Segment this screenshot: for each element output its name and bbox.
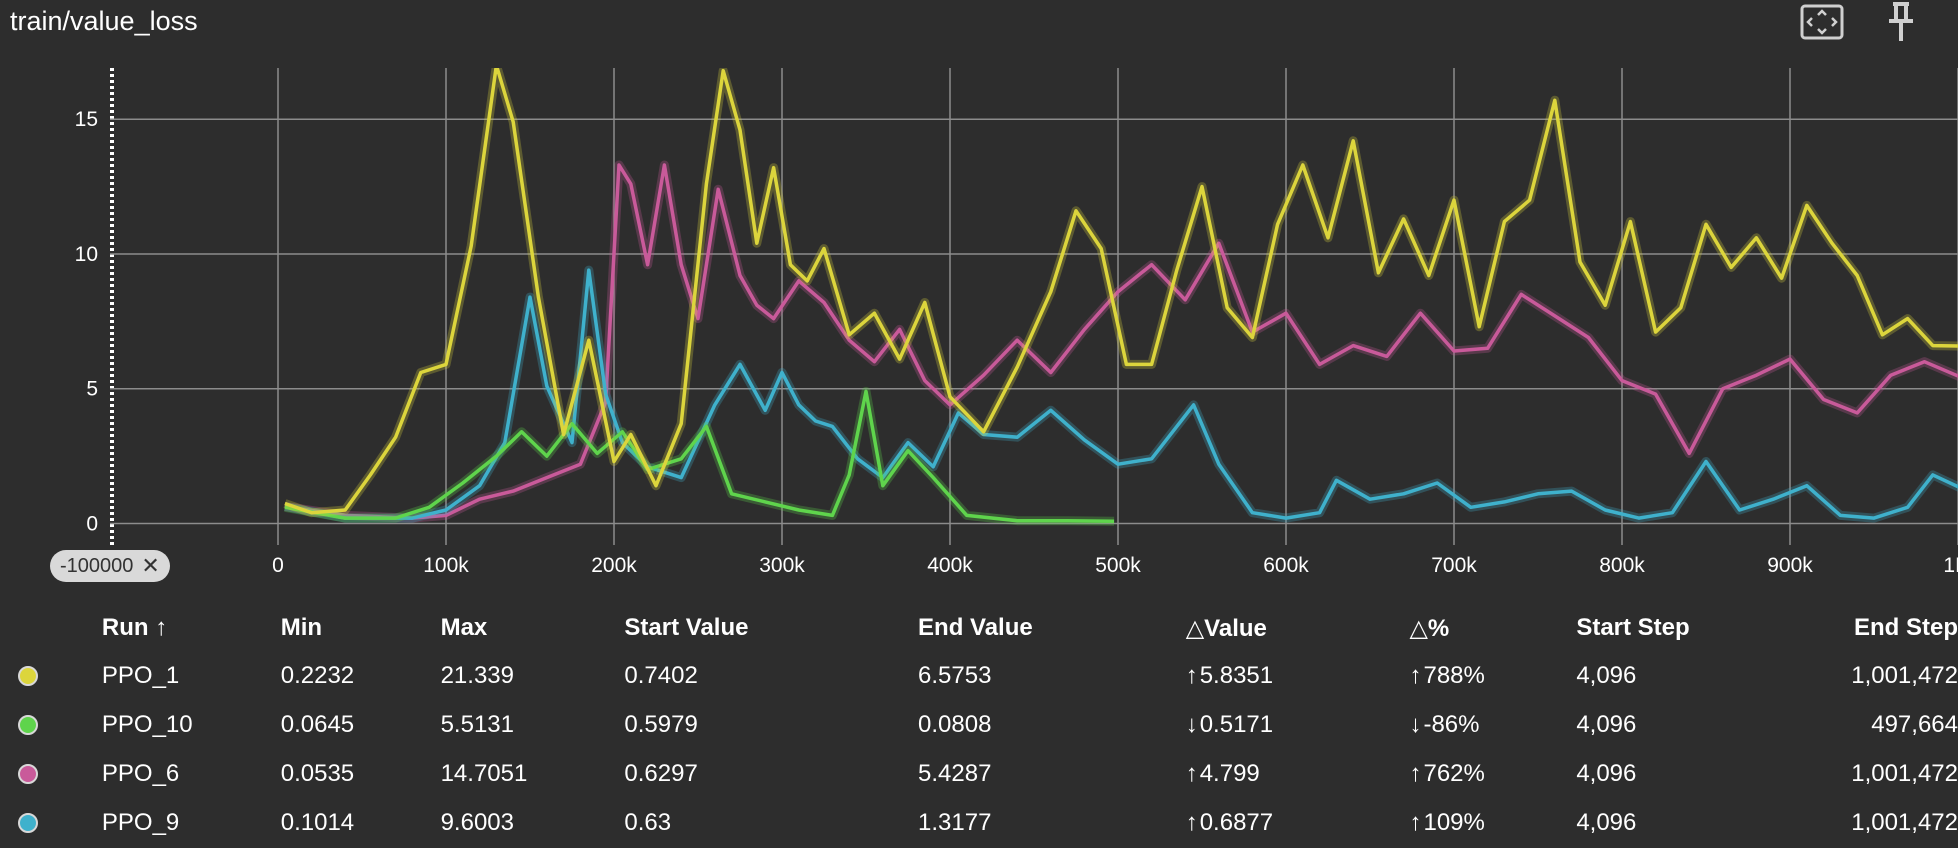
end-step: 1,001,472 bbox=[1851, 759, 1958, 787]
delta-percent: ↑762% bbox=[1409, 759, 1485, 787]
x-range-chip[interactable]: -100000 ✕ bbox=[50, 550, 170, 582]
x-range-chip-label: -100000 bbox=[60, 554, 134, 577]
run-header[interactable]: Run ↑ bbox=[101, 614, 168, 641]
run-name: PPO_10 bbox=[101, 710, 193, 738]
end-step: 1,001,472 bbox=[1851, 661, 1958, 689]
series-line-ppo-10[interactable] bbox=[284, 389, 1115, 524]
delta-value: ↓0.5171 bbox=[1185, 710, 1274, 738]
end-value-header[interactable]: End Value bbox=[918, 614, 1033, 641]
color-header bbox=[0, 605, 102, 651]
delta-percent-arrow-icon: ↑ bbox=[1409, 759, 1422, 787]
delta-arrow-icon: ↓ bbox=[1185, 710, 1198, 738]
table-row[interactable]: PPO_9 0.1014 9.6003 0.63 1.3177 ↑0.6877 … bbox=[0, 798, 1958, 847]
line-chart[interactable]: 0 100k 200k 300k 400k 500k 600k 700k 800k 900k 1M 0… bbox=[0, 0, 1958, 600]
series-line-ppo-1[interactable] bbox=[284, 65, 1958, 515]
delta-value-header[interactable]: △Value bbox=[1185, 614, 1267, 642]
x-tick-label: 800k bbox=[1599, 554, 1645, 577]
start-step: 4,096 bbox=[1576, 661, 1637, 689]
min-value: 0.0645 bbox=[280, 710, 355, 738]
start-step: 4,096 bbox=[1576, 808, 1637, 836]
delta-percent: ↑109% bbox=[1409, 808, 1485, 836]
max-value: 9.6003 bbox=[440, 808, 514, 836]
pin-icon[interactable] bbox=[1877, 0, 1925, 44]
end-value: 6.5753 bbox=[918, 661, 992, 689]
end-step-header[interactable]: End Step bbox=[1853, 614, 1958, 641]
x-tick-label: 300k bbox=[759, 554, 805, 577]
start-step: 4,096 bbox=[1576, 759, 1637, 787]
delta-percent-arrow-icon: ↑ bbox=[1409, 661, 1422, 689]
chart-title: train/value_loss bbox=[10, 6, 198, 36]
end-step: 1,001,472 bbox=[1851, 808, 1958, 836]
delta-percent-header[interactable]: △% bbox=[1409, 614, 1450, 642]
chart-series bbox=[283, 65, 1958, 526]
start-value-header[interactable]: Start Value bbox=[624, 614, 749, 641]
delta-percent: ↓-86% bbox=[1409, 710, 1480, 738]
delta-value: ↑4.799 bbox=[1185, 759, 1260, 787]
max-value: 14.7051 bbox=[440, 759, 528, 787]
run-color-swatch[interactable] bbox=[18, 813, 38, 834]
min-value: 0.1014 bbox=[280, 808, 355, 836]
table-row[interactable]: PPO_6 0.0535 14.7051 0.6297 5.4287 ↑4.79… bbox=[0, 749, 1958, 798]
start-step: 4,096 bbox=[1576, 710, 1637, 738]
y-tick-label: 10 bbox=[75, 243, 98, 266]
runs-table: Run ↑ Min Max Start Value End Value △Val… bbox=[0, 605, 1958, 847]
start-step-header[interactable]: Start Step bbox=[1576, 614, 1690, 641]
x-tick-label: 900k bbox=[1767, 554, 1813, 577]
run-name: PPO_9 bbox=[101, 808, 180, 836]
end-value: 1.3177 bbox=[918, 808, 992, 836]
start-value: 0.63 bbox=[624, 808, 672, 836]
series-line-ppo-9[interactable] bbox=[284, 268, 1958, 520]
delta-percent-arrow-icon: ↑ bbox=[1409, 808, 1422, 836]
delta-value: ↑5.8351 bbox=[1185, 661, 1274, 689]
y-tick-label: 0 bbox=[86, 512, 98, 535]
x-tick-label: 400k bbox=[927, 554, 973, 577]
end-value: 5.4287 bbox=[918, 759, 992, 787]
max-header[interactable]: Max bbox=[440, 614, 488, 641]
start-value: 0.5979 bbox=[624, 710, 698, 738]
x-tick-label: 500k bbox=[1095, 554, 1141, 577]
x-tick-label: 600k bbox=[1263, 554, 1309, 577]
run-color-swatch[interactable] bbox=[18, 764, 38, 785]
min-header[interactable]: Min bbox=[280, 614, 323, 641]
start-value: 0.6297 bbox=[624, 759, 698, 787]
y-tick-label: 15 bbox=[75, 108, 98, 131]
end-value: 0.0808 bbox=[918, 710, 992, 738]
delta-arrow-icon: ↑ bbox=[1185, 661, 1198, 689]
run-color-swatch[interactable] bbox=[18, 715, 38, 736]
x-tick-label: 100k bbox=[423, 554, 469, 577]
axis-ticks: 0 100k 200k 300k 400k 500k 600k 700k 800k 900k 1M 0… bbox=[75, 108, 1958, 577]
start-value: 0.7402 bbox=[624, 661, 698, 689]
delta-percent: ↑788% bbox=[1409, 661, 1485, 689]
x-tick-label: 1M bbox=[1943, 554, 1958, 577]
run-name: PPO_6 bbox=[101, 759, 180, 787]
close-icon[interactable]: ✕ bbox=[141, 553, 160, 578]
table-row[interactable]: PPO_10 0.0645 5.5131 0.5979 0.0808 ↓0.51… bbox=[0, 700, 1958, 749]
fit-to-screen-icon[interactable] bbox=[1798, 0, 1846, 44]
end-step: 497,664 bbox=[1871, 710, 1958, 738]
run-name: PPO_1 bbox=[101, 661, 180, 689]
x-tick-label: 0 bbox=[272, 554, 284, 577]
max-value: 5.5131 bbox=[440, 710, 514, 738]
delta-arrow-icon: ↑ bbox=[1185, 759, 1198, 787]
table-header-row: Run ↑ Min Max Start Value End Value △Val… bbox=[0, 605, 1958, 651]
max-value: 21.339 bbox=[440, 661, 514, 689]
delta-percent-arrow-icon: ↓ bbox=[1409, 710, 1422, 738]
x-tick-label: 700k bbox=[1431, 554, 1477, 577]
delta-arrow-icon: ↑ bbox=[1185, 808, 1198, 836]
table-row[interactable]: PPO_1 0.2232 21.339 0.7402 6.5753 ↑5.835… bbox=[0, 651, 1958, 700]
run-color-swatch[interactable] bbox=[18, 666, 38, 687]
min-value: 0.0535 bbox=[280, 759, 355, 787]
series-line-ppo-6[interactable] bbox=[284, 163, 1958, 520]
x-tick-label: 200k bbox=[591, 554, 637, 577]
delta-value: ↑0.6877 bbox=[1185, 808, 1274, 836]
min-value: 0.2232 bbox=[280, 661, 355, 689]
y-tick-label: 5 bbox=[86, 378, 98, 401]
